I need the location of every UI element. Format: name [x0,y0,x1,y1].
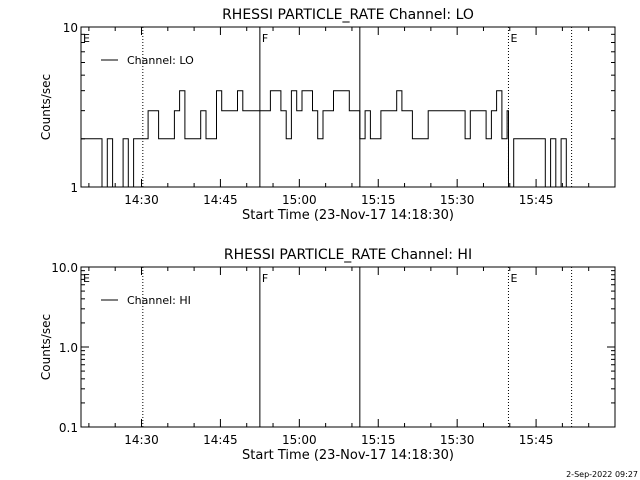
legend-label: Channel: HI [127,294,191,307]
marker-label: E [510,272,517,285]
x-tick-label: 15:45 [519,193,554,207]
x-tick-label: 14:30 [124,193,159,207]
x-tick-label: 15:15 [361,193,396,207]
x-tick-label: 15:00 [282,433,317,447]
footer-timestamp: 2-Sep-2022 09:27 [566,470,638,479]
chart-title: RHESSI PARTICLE_RATE Channel: HI [224,247,472,263]
x-axis-label: Start Time (23-Nov-17 14:18:30) [242,208,454,223]
y-tick-label: 1.0 [59,341,78,355]
x-tick-label: 15:00 [282,193,317,207]
marker-label: E [510,32,517,45]
y-tick-label: 10 [63,21,78,35]
chart-title: RHESSI PARTICLE_RATE Channel: LO [222,7,474,23]
x-tick-label: 14:45 [203,433,238,447]
plot-frame [80,26,616,188]
marker-label: E [83,272,90,285]
marker-label: F [262,32,268,45]
x-tick-label: 15:30 [440,193,475,207]
x-tick-label: 14:30 [124,433,159,447]
y-tick-label: 1 [70,181,78,195]
y-axis-label: Counts/sec [39,314,53,380]
x-tick-label: 15:15 [361,433,396,447]
x-tick-label: 15:45 [519,433,554,447]
series-line [81,90,572,188]
x-tick-label: 14:45 [203,193,238,207]
x-axis-label: Start Time (23-Nov-17 14:18:30) [242,448,454,463]
legend-label: Channel: LO [127,54,194,67]
y-tick-label: 0.1 [59,421,78,435]
marker-label: F [262,272,268,285]
y-tick-label: 10.0 [51,261,78,275]
y-axis-label: Counts/sec [39,74,53,140]
marker-label: E [83,32,90,45]
x-tick-label: 15:30 [440,433,475,447]
